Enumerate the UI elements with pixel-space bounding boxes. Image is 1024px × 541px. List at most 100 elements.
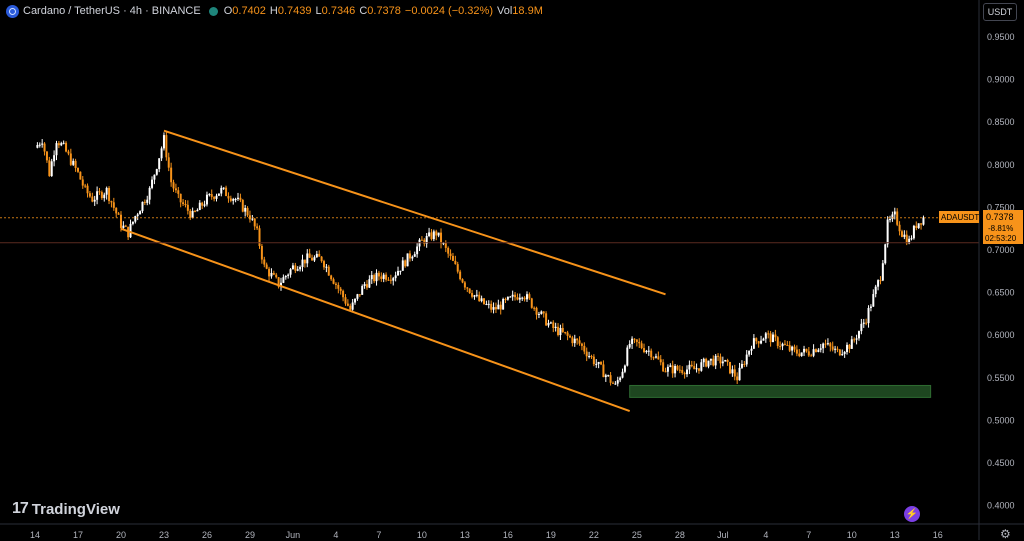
time-tick-label: 13 xyxy=(460,530,470,540)
candle-body xyxy=(889,219,892,221)
time-tick-label: 25 xyxy=(632,530,642,540)
candle-body xyxy=(874,286,877,295)
candle-body xyxy=(731,369,734,374)
candle-body xyxy=(36,145,39,148)
candle-body xyxy=(215,195,218,199)
price-tick-label: 0.4500 xyxy=(987,458,1015,468)
candle-body xyxy=(783,343,786,345)
candle-body xyxy=(819,348,822,350)
candle-body xyxy=(912,225,915,239)
channel-upper-line[interactable] xyxy=(163,129,666,296)
currency-button[interactable]: USDT xyxy=(983,3,1017,21)
candle-body xyxy=(50,161,53,177)
candle-body xyxy=(361,286,364,295)
candle-body xyxy=(893,211,896,215)
candle-body xyxy=(189,210,192,218)
candle-body xyxy=(408,253,411,259)
candle-body xyxy=(459,271,462,280)
candle-body xyxy=(162,135,165,149)
candle-body xyxy=(220,187,223,194)
candle-body xyxy=(576,338,579,341)
candle-body xyxy=(891,214,894,220)
chart-header[interactable]: Cardano / TetherUS · 4h · BINANCE O 0.74… xyxy=(6,3,547,19)
candle-body xyxy=(296,269,299,271)
candle-body xyxy=(134,216,137,222)
candle-body xyxy=(129,223,132,238)
candle-body xyxy=(86,185,89,194)
candle-body xyxy=(693,366,696,370)
candle-body xyxy=(915,225,918,228)
candle-body xyxy=(375,272,378,282)
candle-body xyxy=(721,361,724,364)
candle-body xyxy=(311,257,314,261)
candle-body xyxy=(757,341,760,344)
candle-body xyxy=(430,232,433,240)
candle-body xyxy=(139,211,142,215)
candle-body xyxy=(483,298,486,305)
candle-body xyxy=(112,202,115,208)
candle-body xyxy=(559,327,562,336)
price-axis[interactable]: 0.9500 0.9000 0.8500 0.8000 0.7500 0.7000 0.65… xyxy=(987,32,1015,511)
candle-body xyxy=(344,297,347,304)
channel-lower-line[interactable] xyxy=(120,227,631,412)
price-tick-label: 0.8500 xyxy=(987,117,1015,127)
close-label: C xyxy=(359,5,368,17)
candle-body xyxy=(621,371,624,378)
symbol-tag: ADAUSDT xyxy=(941,213,979,222)
candle-body xyxy=(537,313,540,315)
candle-body xyxy=(764,333,767,339)
candle-body xyxy=(910,238,913,240)
candle-body xyxy=(155,169,158,175)
candle-body xyxy=(194,210,197,212)
candle-body xyxy=(908,238,911,244)
time-tick-label: 4 xyxy=(333,530,338,540)
candle-body xyxy=(53,155,56,162)
candle-body xyxy=(523,297,526,300)
symbol-title[interactable]: Cardano / TetherUS · 4h · BINANCE xyxy=(23,5,201,17)
candle-body xyxy=(791,346,794,351)
candle-body xyxy=(203,204,206,206)
candle-body xyxy=(303,259,306,264)
eye-dot-icon[interactable] xyxy=(208,6,218,16)
candle-body xyxy=(662,362,665,372)
candle-body xyxy=(389,279,392,281)
candle-body xyxy=(449,253,452,256)
candle-body xyxy=(712,358,715,366)
candle-body xyxy=(260,246,263,260)
lightning-icon[interactable]: ⚡ xyxy=(904,506,920,522)
candle-body xyxy=(647,350,650,352)
candle-body xyxy=(900,231,903,237)
time-tick-label: 19 xyxy=(546,530,556,540)
candle-body xyxy=(105,187,108,195)
candle-body xyxy=(533,307,536,309)
candle-body xyxy=(196,209,199,212)
candle-body xyxy=(332,279,335,284)
candle-body xyxy=(717,355,720,357)
candle-body xyxy=(48,160,51,177)
tradingview-logo[interactable]: 17 TradingView xyxy=(12,500,120,518)
candle-body xyxy=(762,338,765,341)
candle-body xyxy=(225,187,228,197)
candle-body xyxy=(631,338,634,344)
candle-body xyxy=(277,277,280,287)
close-value: 0.7378 xyxy=(367,5,401,17)
time-tick-label: 7 xyxy=(806,530,811,540)
candle-body xyxy=(57,143,60,146)
candle-body xyxy=(428,232,431,236)
candle-body xyxy=(287,274,290,276)
time-axis[interactable]: 14 17 20 23 26 29 Jun 4 7 10 13 16 19 22 25 28 Jul 4 7 10 13… xyxy=(30,530,943,540)
candle-body xyxy=(170,167,173,183)
candle-body xyxy=(697,368,700,371)
candle-body xyxy=(435,231,438,236)
candle-body xyxy=(905,234,908,244)
gear-icon[interactable]: ⚙ xyxy=(1000,527,1011,541)
candle-body xyxy=(272,272,275,275)
candle-body xyxy=(425,235,428,244)
candle-body xyxy=(377,272,380,277)
candle-body xyxy=(705,358,708,367)
candle-body xyxy=(800,352,803,356)
candle-body xyxy=(502,299,505,310)
candle-body xyxy=(540,311,543,314)
candle-body xyxy=(368,279,371,288)
